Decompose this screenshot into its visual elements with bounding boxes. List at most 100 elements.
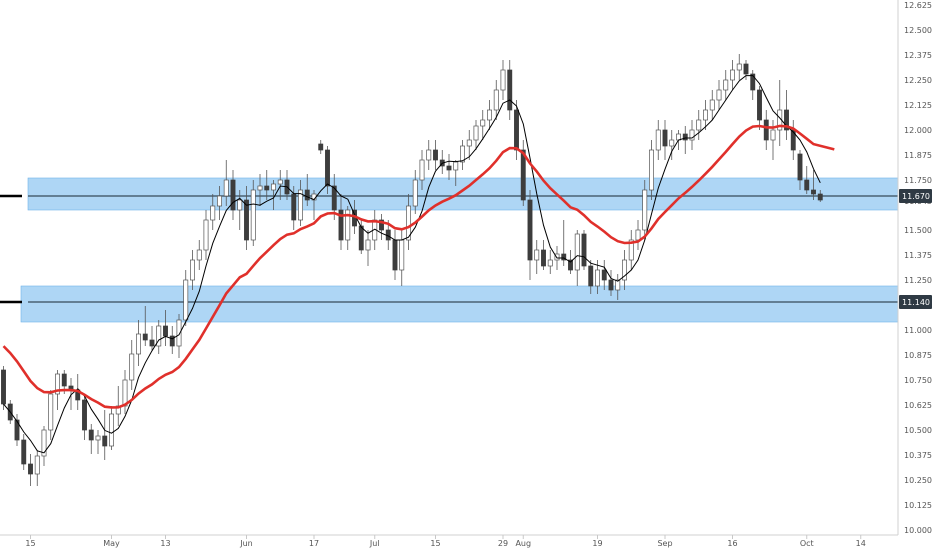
candle-down: [568, 259, 573, 271]
candle-up: [669, 139, 675, 147]
candle-up: [703, 109, 708, 121]
candle-up: [460, 145, 465, 163]
price-tick-label: 12.000: [904, 126, 932, 135]
candle-up: [129, 353, 135, 381]
time-tick-label: Jun: [239, 539, 253, 548]
candle-down: [358, 225, 364, 251]
candle-down: [304, 189, 310, 201]
candle-down: [82, 399, 87, 431]
candle-down: [763, 119, 769, 141]
candle-down: [433, 149, 438, 161]
candle-up: [500, 69, 506, 91]
candle-down: [446, 165, 452, 171]
candle-down: [230, 179, 236, 211]
candle-up: [136, 333, 141, 355]
price-tick-label: 10.375: [904, 451, 932, 460]
time-tick-label: 16: [727, 539, 737, 548]
time-tick-label: 13: [160, 539, 170, 548]
candle-up: [723, 79, 729, 91]
candle-up: [466, 139, 472, 147]
price-tick-label: 10.625: [904, 401, 932, 410]
time-tick-label: 15: [25, 539, 35, 548]
candle-up: [55, 373, 60, 395]
candle-up: [41, 429, 47, 457]
price-level-badges: 11.670 11.140: [899, 189, 932, 309]
price-tick-label: 12.125: [904, 101, 932, 110]
time-tick-label: Oct: [800, 539, 814, 548]
candle-up: [473, 125, 479, 141]
candle-up: [736, 63, 742, 71]
candle-up: [365, 239, 371, 251]
candle-down: [817, 193, 823, 201]
candle-down: [784, 109, 789, 131]
candle-up: [34, 455, 40, 475]
candle-up: [547, 259, 553, 267]
price-axis-ticks: 12.625 12.500 12.375 12.250 12.125 12.000 11.8…: [904, 1, 932, 535]
candle-up: [480, 119, 486, 127]
price-tick-label: 11.875: [904, 151, 932, 160]
price-tick-label: 11.250: [904, 276, 932, 285]
time-tick-label: May: [103, 539, 120, 548]
candle-down: [169, 335, 175, 347]
candle-down: [811, 189, 816, 195]
price-tick-label: 12.500: [904, 26, 932, 35]
candle-up: [257, 185, 263, 191]
price-tick-label: 11.375: [904, 251, 932, 260]
candle-up: [642, 189, 648, 231]
candle-up: [487, 109, 492, 121]
price-level-badge-label: 11.140: [902, 298, 930, 307]
price-tick-label: 12.250: [904, 76, 932, 85]
candle-up: [730, 69, 735, 81]
candle-up: [655, 129, 661, 151]
candle-down: [750, 73, 756, 91]
time-axis[interactable]: 15 May 13 Jun 17 Jul 15 29 Aug 19 Sep 16 Oct 14: [0, 534, 898, 548]
candle-down: [1, 369, 6, 405]
candle-down: [804, 179, 810, 191]
price-tick-label: 10.000: [904, 526, 932, 535]
plot-area: [0, 54, 899, 486]
candle-down: [392, 239, 398, 271]
candle-up: [271, 183, 276, 191]
candle-up: [649, 149, 654, 191]
fast-moving-average-line: [3, 75, 821, 454]
candle-down: [743, 63, 749, 75]
candle-up: [406, 205, 411, 241]
time-tick-label: 29: [498, 539, 508, 548]
candle-down: [14, 419, 20, 441]
candle-up: [190, 259, 195, 281]
support-resistance-zones: [20, 177, 899, 323]
candle-down: [520, 149, 526, 201]
price-zone: [20, 285, 899, 323]
candle-up: [183, 279, 189, 321]
time-axis-ticks: 15 May 13 Jun 17 Jul 15 29 Aug 19 Sep 16 Oct 14: [25, 535, 866, 548]
candle-up: [223, 179, 229, 197]
price-level-badge: [899, 189, 932, 203]
candle-up: [716, 89, 722, 101]
candle-up: [534, 249, 540, 261]
candle-down: [102, 435, 108, 447]
price-axis[interactable]: 12.625 12.500 12.375 12.250 12.125 12.000 11.8…: [897, 0, 932, 535]
candle-up: [493, 89, 499, 111]
candle-down: [541, 249, 546, 267]
candle-down: [682, 133, 688, 141]
price-tick-label: 10.125: [904, 501, 932, 510]
price-tick-label: 10.500: [904, 426, 932, 435]
candle-down: [561, 253, 567, 261]
candle-down: [797, 153, 803, 181]
candle-up: [210, 205, 216, 221]
candle-down: [379, 219, 384, 231]
candle-up: [635, 229, 641, 241]
candle-up: [615, 279, 621, 291]
candle-down: [61, 373, 67, 387]
candle-up: [298, 189, 303, 221]
candle-down: [527, 199, 533, 261]
candle-up: [217, 195, 222, 207]
price-tick-label: 12.625: [904, 1, 932, 10]
candle-down: [163, 325, 168, 337]
candle-up: [554, 253, 560, 261]
candle-down: [88, 429, 94, 441]
candle-down: [318, 143, 324, 151]
candle-down: [264, 185, 270, 191]
candle-down: [142, 333, 148, 341]
